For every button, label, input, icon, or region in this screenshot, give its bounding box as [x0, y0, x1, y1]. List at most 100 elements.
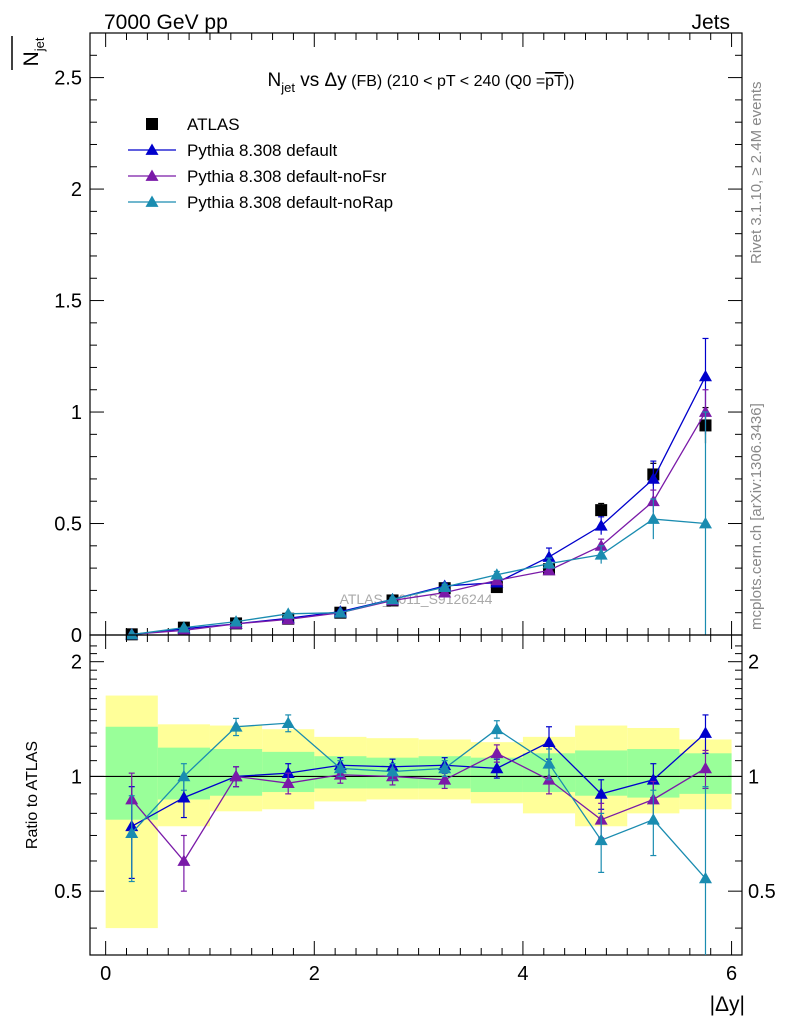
main-data-point [333, 606, 347, 618]
header-jets-label: Jets [691, 11, 730, 34]
main-data-point [177, 621, 191, 633]
main-data-point [595, 504, 608, 517]
main-data-point [125, 628, 139, 640]
main-y-tick-label: 0.5 [54, 514, 82, 536]
ratio-data-point [646, 773, 660, 785]
legend-marker [145, 195, 159, 207]
main-data-point [646, 472, 660, 484]
ratio-data-point [386, 765, 400, 777]
ratio-series-line [131, 722, 706, 879]
ratio-y-tick-label-right: 0.5 [748, 881, 776, 903]
main-panel: 0 0.5 1 1.5 2 2.5 [54, 32, 743, 647]
legend-marker [145, 143, 159, 155]
ratio-data-point [281, 716, 295, 728]
title-n: N [267, 70, 281, 91]
main-data-point [698, 405, 712, 417]
ratio-y-tick-label: 1 [71, 766, 82, 788]
ratio-data-point [594, 833, 608, 846]
ratio-series-line [131, 732, 706, 827]
main-data-point [594, 548, 608, 560]
main-data-point [438, 580, 452, 592]
rivet-label: Rivet 3.1.10, ≥ 2.4M events [748, 82, 765, 265]
ratio-frame [89, 634, 743, 956]
main-series-line [131, 518, 706, 636]
main-ylabel-n-text: N [20, 51, 43, 66]
legend: ATLAS Pythia 8.308 default Pythia 8.308 de… [128, 115, 393, 212]
x-tick-label: 4 [517, 963, 528, 985]
legend-entry-0: ATLAS [146, 115, 240, 134]
ratio-data-point [438, 773, 452, 785]
ratio-y-tick-label: 0.5 [54, 881, 82, 903]
ratio-series-2 [125, 714, 712, 955]
mcplots-label: mcplots.cern.ch [arXiv:1306.3436] [748, 403, 765, 630]
ratio-data-point [177, 791, 191, 803]
header-energy-label: 7000 GeV pp [104, 11, 228, 34]
ratio-data-point [125, 826, 139, 838]
main-data-point [698, 517, 712, 529]
main-data-point [646, 512, 660, 524]
main-data-point [698, 369, 712, 382]
main-ylabel-sub: jet [32, 37, 47, 52]
x-tick-label: 6 [726, 963, 737, 985]
legend-entry-1: Pythia 8.308 default [128, 141, 338, 160]
ratio-data-point [281, 776, 295, 789]
title-close: )) [564, 73, 575, 90]
legend-marker [145, 169, 159, 181]
main-data-point [490, 568, 504, 580]
plot-title: Njet vs Δy (FB) (210 < pT < 240 (Q0 =pT)… [267, 70, 574, 95]
ratio-data-point [594, 787, 608, 799]
ratio-y-tick-label-right: 1 [748, 766, 759, 788]
ratio-data-point [490, 722, 504, 735]
title-n-sub: jet [280, 80, 295, 95]
x-tick-label: 0 [100, 963, 111, 985]
ratio-data-point [698, 871, 712, 884]
main-ylabel-n: Njet [20, 37, 47, 66]
main-y-tick-label: 1 [71, 402, 82, 424]
ratio-data-point [229, 720, 243, 732]
ratio-panel: 0 2 4 6 0.5 0.5 1 1 2 2 [54, 634, 776, 985]
legend-entry-3: Pythia 8.308 default-noRap [128, 193, 393, 212]
main-data-point [542, 557, 556, 569]
ratio-data-point [281, 766, 295, 779]
ratio-y-tick-label-right: 2 [748, 652, 759, 674]
main-data-point [542, 563, 556, 576]
title-overline: pT [545, 73, 564, 90]
main-data-point [594, 539, 608, 551]
legend-marker [146, 118, 158, 130]
ratio-ylabel: Ratio to ATLAS [24, 741, 41, 849]
ratio-data-point [333, 761, 347, 774]
main-y-tick-label: 1.5 [54, 291, 82, 313]
main-y-tick-label: 0 [71, 625, 82, 647]
title-vs: vs Δy [295, 70, 347, 91]
ratio-data-point [177, 769, 191, 782]
ratio-data-point [490, 746, 504, 759]
main-data-point [386, 592, 400, 605]
legend-label: Pythia 8.308 default-noRap [187, 193, 393, 212]
ratio-series-line [131, 752, 706, 863]
main-series-line [131, 411, 707, 635]
main-data-point [281, 607, 295, 619]
ratio-data-point [698, 761, 712, 774]
ratio-data-point [438, 761, 452, 774]
ratio-data-point [490, 761, 504, 774]
x-axis-label: |Δy| [710, 993, 745, 1016]
title-small: (FB) (210 < pT < 240 (Q0 = [347, 73, 545, 90]
ratio-data-point [698, 726, 712, 738]
ratio-data-point [542, 757, 556, 769]
legend-label: Pythia 8.308 default-noFsr [187, 167, 387, 186]
ratio-y-tick-label: 2 [71, 652, 82, 674]
main-data-point [594, 519, 608, 531]
ratio-data-point [542, 735, 556, 748]
main-ylabel: Njet [20, 37, 47, 66]
main-y-tick-label: 2 [71, 179, 82, 201]
ratio-data-point [229, 769, 243, 782]
main-y-tick-label: 2.5 [54, 68, 82, 90]
legend-entry-2: Pythia 8.308 default-noFsr [128, 167, 387, 186]
ratio-data-point [646, 813, 660, 825]
ratio-data-point [177, 854, 191, 866]
x-tick-label: 2 [309, 963, 320, 985]
main-data-point [229, 615, 243, 627]
legend-label: Pythia 8.308 default [187, 141, 338, 160]
main-data-point [542, 550, 556, 562]
